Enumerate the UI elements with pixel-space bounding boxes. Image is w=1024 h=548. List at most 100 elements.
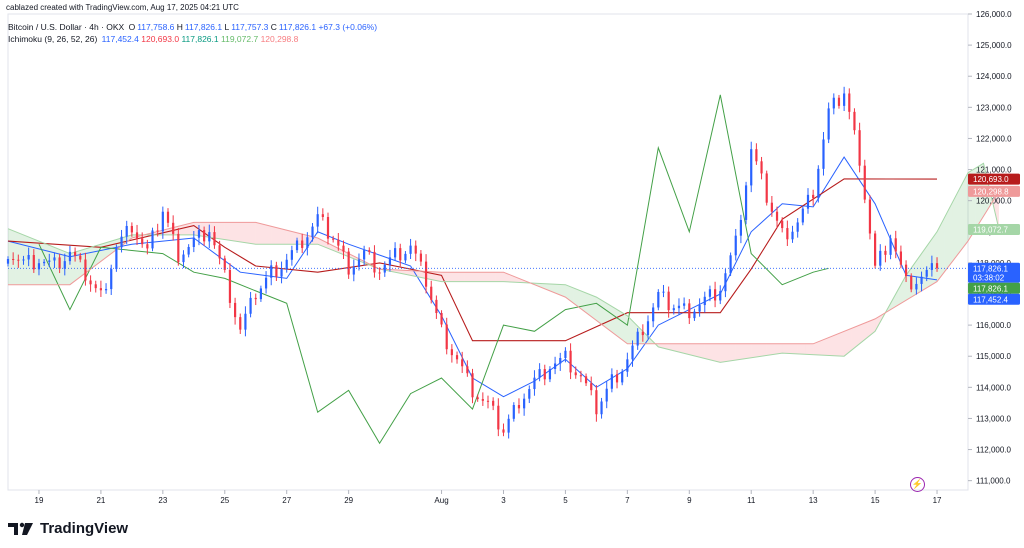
ichimoku-cloud-segment	[488, 272, 496, 282]
candle-down	[481, 399, 484, 401]
candle-down	[332, 238, 335, 240]
ichimoku-cloud-segment	[348, 253, 357, 260]
candle-down	[73, 251, 77, 256]
ichimoku-cloud-segment	[15, 231, 24, 285]
candle-down	[94, 284, 97, 289]
x-axis-tick-label: 3	[501, 496, 506, 505]
ichimoku-cloud-segment	[797, 343, 806, 355]
x-axis-tick-label: 5	[563, 496, 568, 505]
candle-up	[739, 219, 743, 236]
candle-down	[12, 259, 15, 260]
candle-up	[672, 308, 675, 311]
candle-down	[301, 240, 304, 248]
ichimoku-cloud-segment	[604, 301, 612, 333]
candle-up	[724, 273, 727, 292]
candle-up	[744, 185, 748, 220]
ichimoku-cloud-segment	[697, 343, 705, 359]
candle-down	[326, 217, 330, 239]
leading-span-b-line	[8, 191, 1000, 345]
tradingview-logo-icon	[8, 522, 33, 535]
ichimoku-cloud-segment	[588, 294, 597, 321]
y-axis-tick-label: 123,000.0	[976, 103, 1012, 112]
candle-down	[569, 350, 572, 373]
candle-up	[925, 269, 928, 277]
candle-up	[383, 264, 386, 273]
plot-area	[7, 13, 969, 491]
candle-up	[388, 257, 392, 265]
candle-down	[79, 255, 82, 260]
y-axis-tick-label: 115,000.0	[976, 352, 1012, 361]
candle-down	[770, 202, 773, 212]
candle-down	[445, 324, 448, 350]
ichimoku-cloud-segment	[23, 234, 32, 285]
ichimoku-cloud-segment	[271, 226, 279, 245]
price-tag	[968, 224, 1020, 236]
price-chart[interactable]: 111,000.0 112,000.0 113,000.0 114,000.0 115,…	[0, 0, 1024, 520]
candle-down	[239, 317, 242, 330]
candle-up	[662, 291, 665, 293]
y-axis-tick-label: 120,000.0	[976, 197, 1012, 206]
ichimoku-cloud-segment	[263, 224, 272, 245]
candle-down	[574, 372, 577, 376]
ichimoku-cloud-segment	[217, 222, 225, 240]
candle-down	[228, 269, 232, 303]
candle-down	[765, 173, 768, 203]
candle-up	[22, 259, 25, 261]
candle-down	[755, 149, 758, 162]
candle-up	[734, 235, 737, 256]
candle-up	[652, 307, 655, 322]
candle-up	[244, 313, 247, 330]
ichimoku-cloud-segment	[480, 272, 488, 282]
candle-up	[564, 350, 567, 358]
y-axis-tick-label: 112,000.0	[976, 446, 1012, 455]
candle-down	[156, 230, 159, 232]
candle-down	[713, 289, 717, 301]
candle-up	[523, 398, 526, 409]
candle-down	[337, 239, 340, 246]
price-tag-label: 119,072.7	[973, 226, 1009, 235]
candle-up	[553, 363, 557, 369]
ichimoku-cloud-segment	[333, 245, 341, 254]
candle-down	[172, 222, 175, 234]
indicator-row: Ichimoku (9, 26, 52, 26) 117,452.4 120,6…	[8, 33, 377, 45]
candle-up	[677, 305, 681, 309]
candle-up	[357, 259, 361, 267]
ichimoku-cloud-segment	[844, 328, 852, 357]
candle-down	[595, 390, 598, 415]
lightning-icon[interactable]: ⚡	[910, 477, 925, 492]
ichimoku-cloud-segment	[944, 202, 953, 272]
candle-up	[197, 230, 201, 238]
y-axis-tick-label: 116,000.0	[976, 321, 1012, 330]
ichimoku-cloud-segment	[209, 222, 218, 239]
candle-down	[430, 286, 433, 300]
candle-down	[466, 366, 469, 374]
ichimoku-cloud-segment	[619, 311, 628, 344]
candle-up	[889, 238, 892, 255]
candle-down	[471, 373, 474, 398]
candle-up	[657, 291, 660, 308]
ichimoku-cloud-segment	[449, 272, 458, 282]
candle-up	[120, 236, 123, 248]
candle-up	[843, 93, 846, 106]
ichimoku-cloud-segment	[54, 247, 63, 285]
ichimoku-cloud-segment	[38, 241, 47, 285]
x-axis-tick-label: 19	[35, 496, 44, 505]
candle-up	[110, 269, 113, 290]
candle-down	[414, 245, 417, 254]
candle-down	[884, 250, 887, 255]
candle-down	[233, 302, 237, 318]
price-tag-label: 117,452.4	[973, 295, 1009, 304]
candle-down	[218, 245, 221, 259]
candle-up	[409, 245, 412, 254]
low-label: L	[224, 22, 230, 32]
candle-up	[363, 250, 366, 260]
candle-down	[99, 288, 103, 291]
indicator-name: Ichimoku (9, 26, 52, 26)	[8, 34, 98, 44]
candle-down	[935, 263, 939, 269]
candle-down	[667, 291, 670, 311]
ichimoku-cloud-segment	[766, 343, 775, 356]
price-tag	[968, 262, 1020, 283]
ichimoku-cloud-segment	[929, 231, 938, 287]
candle-up	[631, 345, 634, 360]
candle-up	[37, 263, 41, 270]
